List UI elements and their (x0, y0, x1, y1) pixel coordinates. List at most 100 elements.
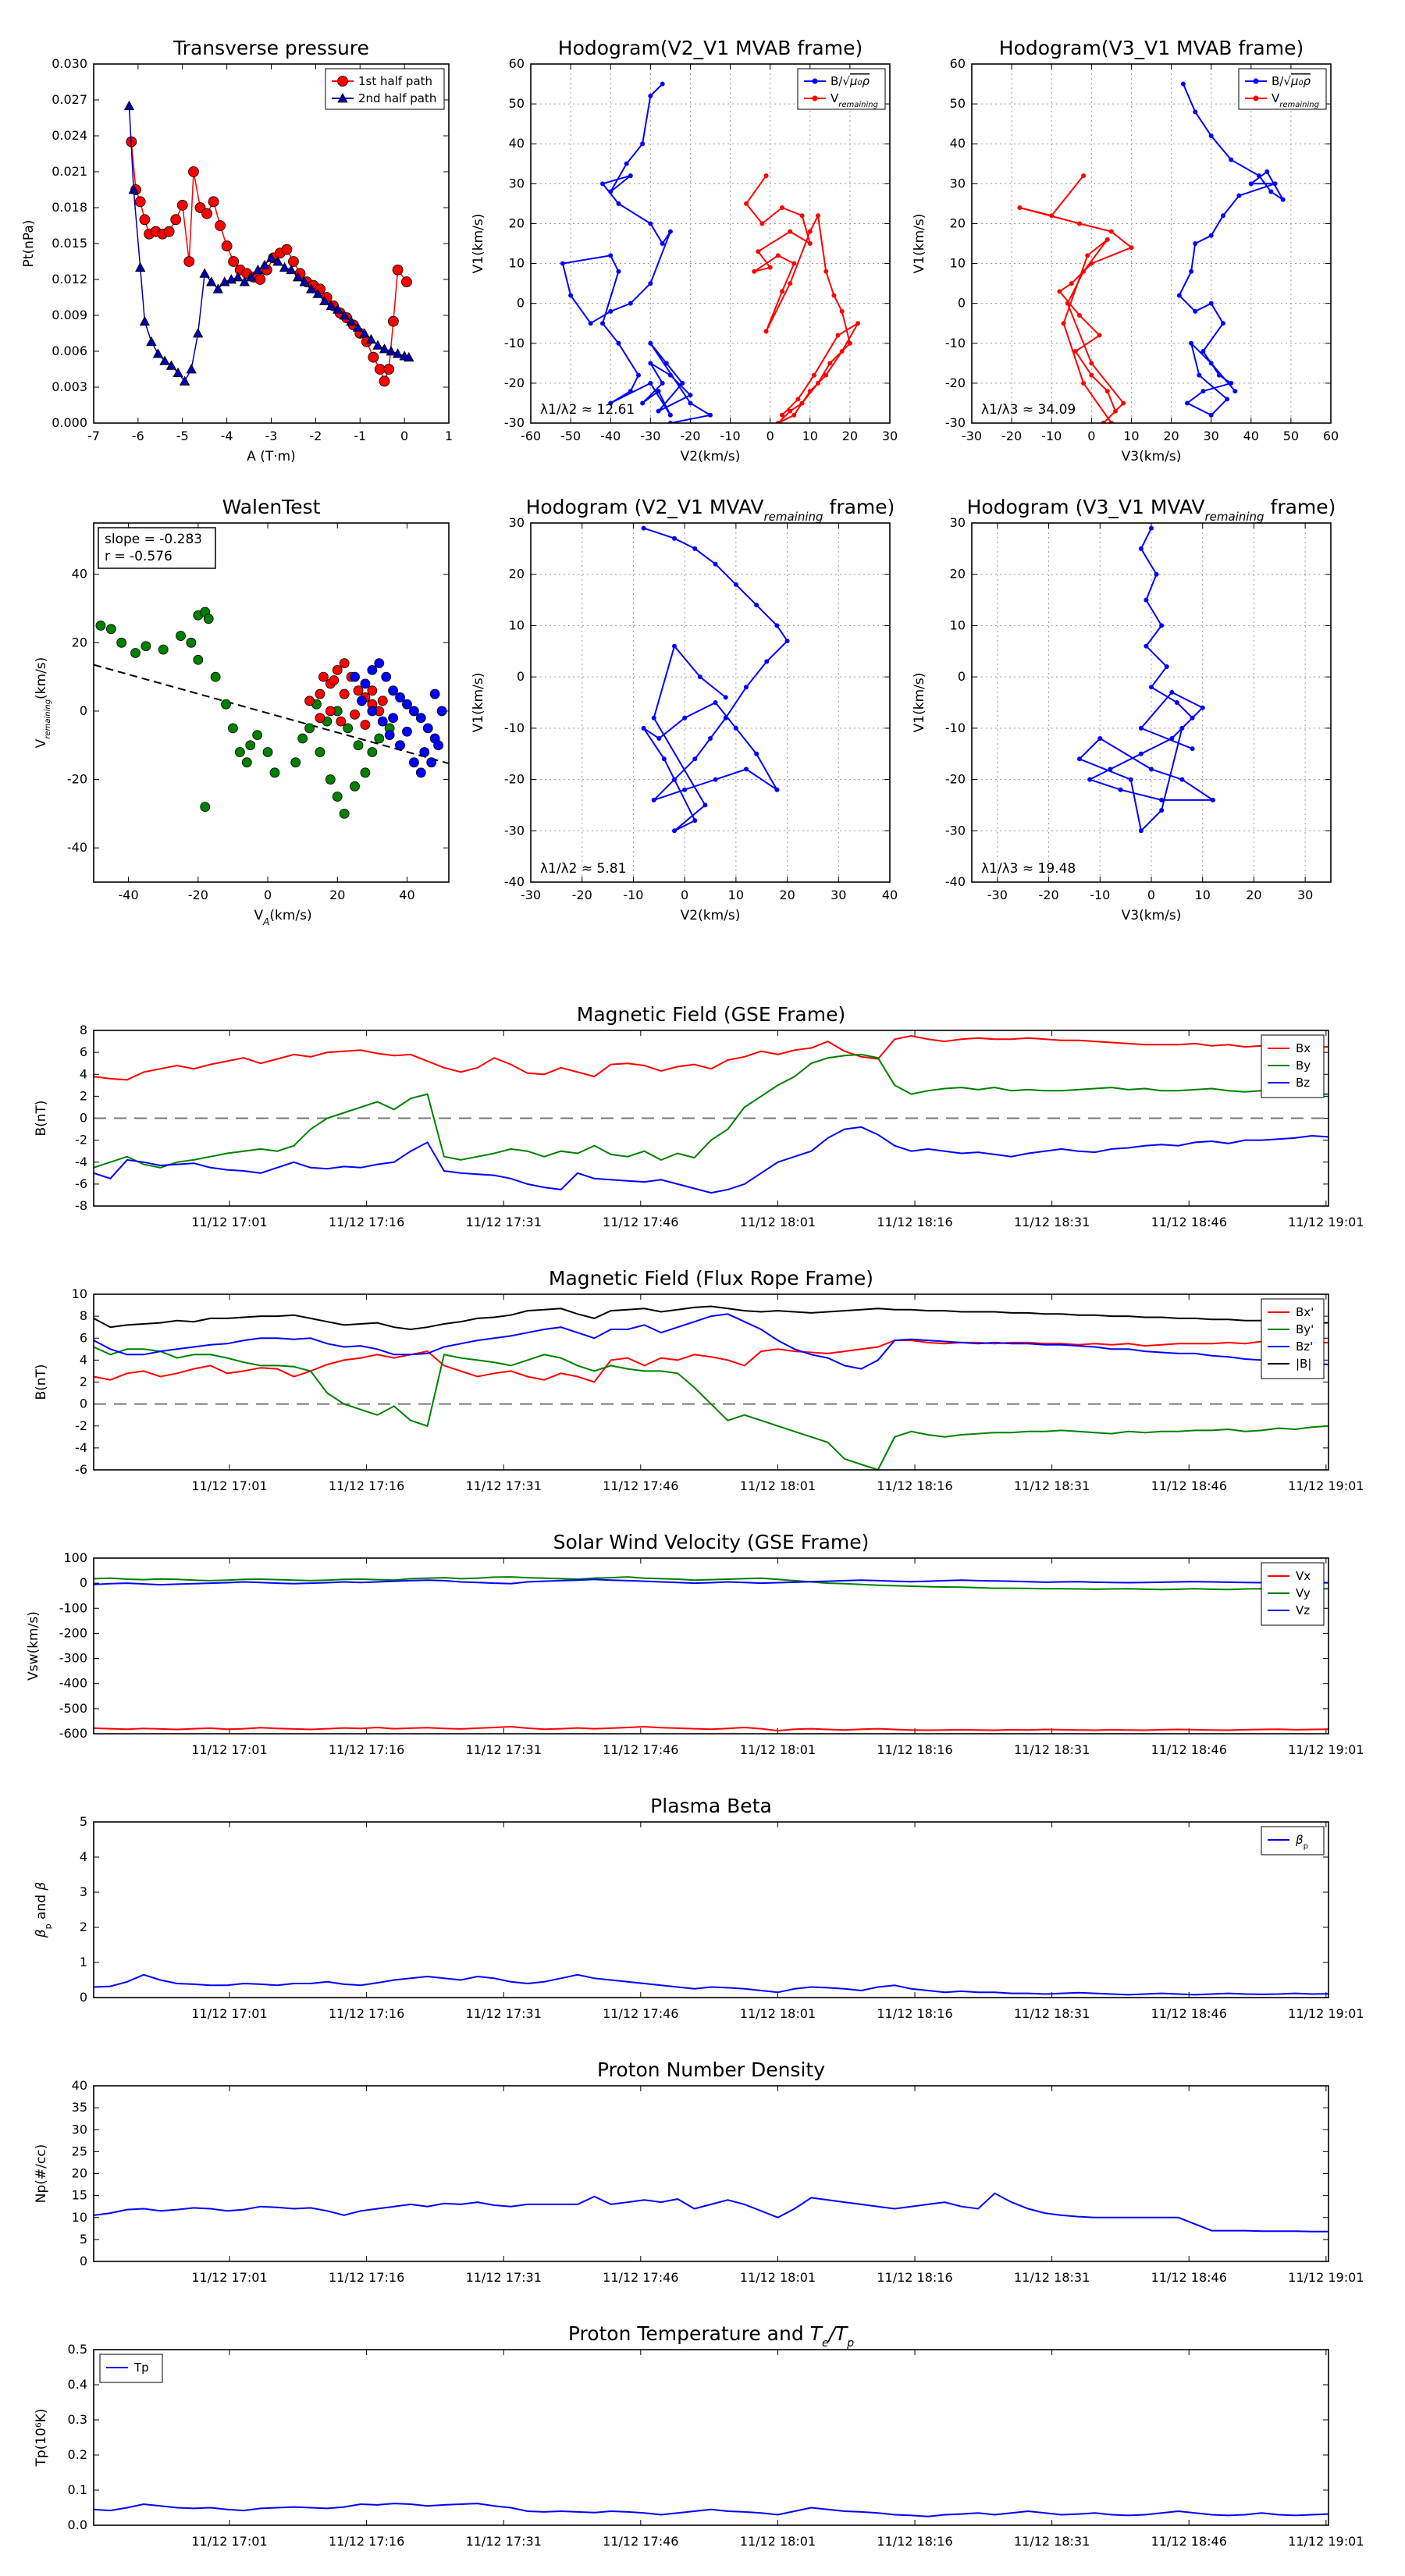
data-point (395, 692, 405, 703)
data-point (616, 201, 621, 206)
data-point (336, 716, 347, 727)
y-tick-label: 8 (80, 1308, 87, 1323)
data-point (325, 300, 336, 311)
data-point (372, 340, 383, 350)
data-point (433, 740, 444, 751)
x-tick-label: 11/12 18:01 (740, 2270, 816, 2285)
x-tick-label: 20 (1163, 429, 1179, 443)
y-tick-label: -10 (504, 336, 525, 350)
data-point (1097, 333, 1102, 338)
x-tick-label: 11/12 17:16 (329, 1742, 404, 1757)
legend-label: βp (1295, 1833, 1308, 1851)
data-point (774, 787, 780, 792)
series-line (1019, 175, 1133, 423)
data-point (1159, 623, 1165, 628)
data-point (123, 100, 135, 111)
data-point (839, 308, 845, 314)
chart-title: Hodogram (V3_V1 MVAVremaining frame) (967, 496, 1336, 524)
x-axis-label: V3(km/s) (1122, 449, 1182, 464)
annotation-text: r = -0.576 (105, 549, 173, 564)
y-tick-label: -600 (59, 1726, 87, 1741)
data-point (360, 720, 371, 730)
x-axis-label: VA(km/s) (254, 908, 312, 927)
data-point (1248, 181, 1254, 187)
plot-frame (971, 63, 1332, 424)
data-point (339, 688, 350, 699)
x-tick-label: 30 (1297, 888, 1313, 902)
data-point (146, 336, 157, 347)
y-tick-label: 30 (509, 515, 525, 530)
data-point (1077, 756, 1082, 762)
data-point (337, 76, 348, 87)
y-tick-label: -30 (504, 823, 525, 838)
data-point (379, 343, 390, 354)
data-point (774, 623, 780, 628)
data-point (139, 315, 151, 326)
x-tick-label: 11/12 18:31 (1014, 2534, 1090, 2549)
data-point (392, 264, 404, 276)
data-point (292, 272, 304, 282)
legend-label: Vy (1296, 1586, 1311, 1600)
data-point (1159, 808, 1165, 813)
data-point (1072, 349, 1078, 354)
data-point (1208, 361, 1214, 366)
y-tick-label: -20 (945, 772, 966, 787)
data-point (379, 375, 390, 387)
y-axis-label: V1(km/s) (471, 214, 486, 274)
data-point (408, 706, 419, 717)
data-point (367, 706, 378, 717)
data-point (640, 141, 646, 147)
legend-label: Vz (1296, 1603, 1310, 1617)
y-tick-label: 0.006 (52, 343, 87, 358)
series-line (93, 1305, 1329, 1331)
data-point (1144, 643, 1149, 649)
data-point (163, 226, 175, 237)
y-tick-label: 2 (80, 1088, 87, 1103)
data-point (1065, 301, 1070, 306)
annotation-text: λ1/λ2 ≈ 12.61 (540, 402, 635, 418)
data-point (367, 664, 378, 675)
x-tick-label: 1 (445, 429, 453, 443)
x-axis-label: A (T·m) (247, 449, 296, 464)
annotation-text: λ1/λ2 ≈ 5.81 (540, 861, 626, 877)
data-point (1189, 269, 1194, 274)
y-tick-label: 2 (80, 1920, 87, 1934)
x-tick-label: 11/12 19:01 (1288, 1215, 1364, 1229)
data-point (807, 389, 813, 394)
data-point (1154, 571, 1159, 577)
data-point (1118, 787, 1123, 792)
data-point (616, 340, 621, 346)
y-tick-label: 5 (80, 1814, 87, 1829)
y-tick-label: -30 (945, 823, 966, 838)
y-tick-label: -400 (59, 1676, 87, 1691)
data-point (855, 321, 861, 326)
x-tick-label: 0 (264, 888, 272, 902)
data-point (339, 310, 350, 320)
x-tick-label: 30 (1203, 429, 1218, 443)
data-point (415, 767, 426, 778)
legend-label: B/√μ₀ρ (831, 74, 870, 88)
x-tick-label: -6 (132, 429, 144, 443)
data-point (165, 360, 177, 370)
y-tick-label: 0.009 (52, 308, 87, 322)
data-point (1061, 321, 1066, 326)
data-point (357, 696, 367, 706)
x-tick-label: -40 (119, 888, 139, 902)
data-layer (123, 100, 414, 387)
series-line (93, 1034, 1329, 1081)
plot-frame (530, 522, 891, 883)
x-tick-label: 11/12 18:01 (740, 2006, 816, 2021)
data-point (1113, 408, 1118, 414)
legend: βp (1261, 1826, 1325, 1856)
panel-h3: Hodogram (V2_V1 MVAVremaining frame)-30-… (471, 496, 898, 923)
data-point (105, 624, 116, 635)
series-line (93, 1576, 1329, 1591)
data-point (1104, 237, 1110, 242)
data-point (708, 412, 713, 418)
data-point (367, 685, 378, 696)
y-tick-label: -4 (75, 1440, 87, 1455)
x-tick-label: 0 (1087, 429, 1095, 443)
data-point (651, 797, 656, 802)
x-tick-label: 11/12 18:16 (877, 2534, 952, 2549)
y-tick-label: 20 (72, 635, 87, 649)
